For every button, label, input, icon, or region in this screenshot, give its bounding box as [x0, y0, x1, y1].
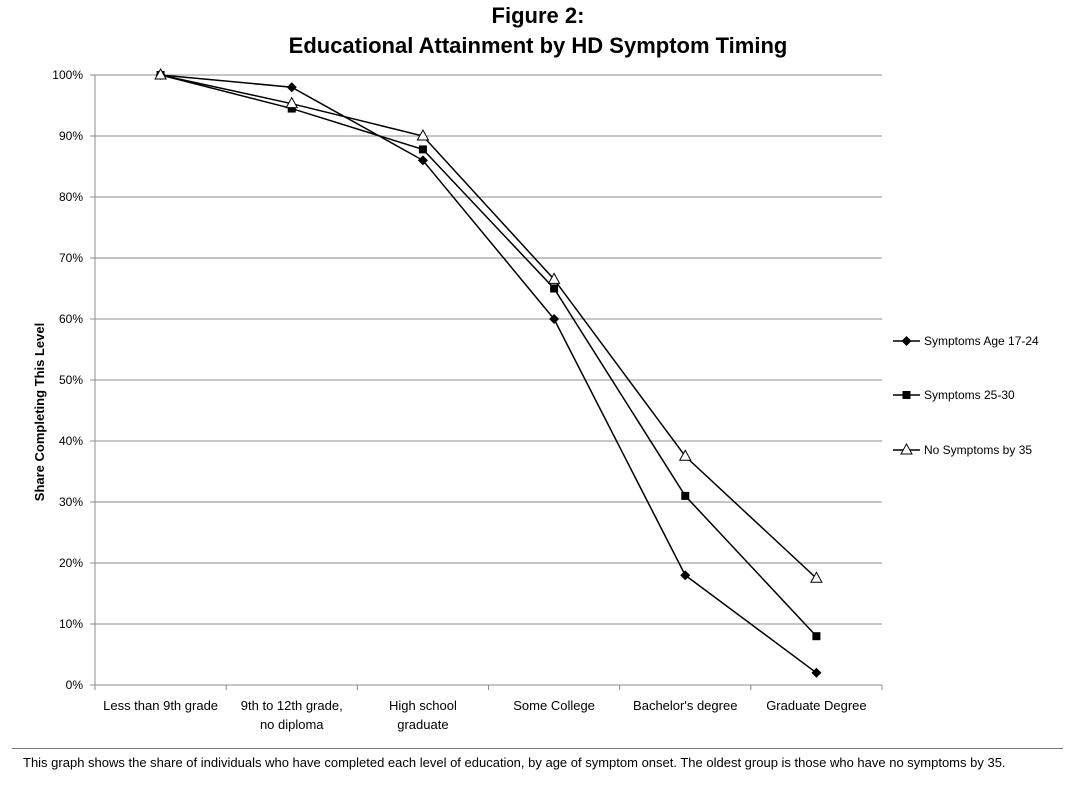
y-tick-label: 30% — [59, 495, 83, 509]
x-category-label: 9th to 12th grade, — [241, 698, 343, 713]
legend-entry: Symptoms Age 17-24 — [893, 334, 1039, 348]
series-line — [160, 74, 817, 637]
y-tick-label: 20% — [59, 556, 83, 570]
data-point-diamond — [811, 667, 822, 678]
gridlines — [94, 74, 882, 686]
x-category-label: High school — [389, 698, 457, 713]
legend-marker — [900, 442, 913, 455]
x-category-label: Some College — [513, 698, 595, 713]
data-point-square — [681, 491, 690, 500]
data-point-square — [418, 145, 427, 154]
legend-entry: No Symptoms by 35 — [893, 442, 1032, 457]
x-category-label: graduate — [397, 717, 448, 732]
data-point-triangle-open — [547, 272, 561, 284]
y-tick-label: 100% — [52, 68, 83, 82]
chart-title-line2: Educational Attainment by HD Symptom Tim… — [289, 33, 788, 58]
footnote-divider — [12, 748, 1063, 749]
data-point-triangle-open — [416, 128, 430, 141]
x-category-label: Bachelor's degree — [633, 698, 737, 713]
x-category-label: Graduate Degree — [766, 698, 866, 713]
y-tick-label: 90% — [59, 129, 83, 143]
x-axis-categories: Less than 9th grade 9th to 12th grade, no … — [94, 685, 883, 732]
y-tick-label: 40% — [59, 434, 83, 448]
data-point-triangle-open — [810, 571, 823, 583]
legend-label: Symptoms Age 17-24 — [924, 334, 1039, 348]
y-tick-label: 80% — [59, 190, 83, 204]
x-category-label: Less than 9th grade — [103, 698, 218, 713]
y-tick-label: 70% — [59, 251, 83, 265]
series-line — [160, 74, 817, 579]
legend: Symptoms Age 17-24 Symptoms 25-30 No Sympt… — [893, 334, 1039, 457]
legend-marker — [902, 391, 911, 399]
chart-title-line1: Figure 2: — [492, 3, 585, 28]
y-tick-label: 0% — [66, 678, 84, 692]
series-3 — [154, 67, 823, 583]
data-point-diamond — [680, 570, 691, 581]
y-tick-label: 10% — [59, 617, 83, 631]
series-2 — [156, 71, 821, 641]
data-point-triangle-open — [285, 96, 299, 109]
y-tick-label: 60% — [59, 312, 83, 326]
legend-label: Symptoms 25-30 — [924, 388, 1015, 402]
y-axis-ticks: 0% 10% 20% 30% 40% 50% 60% 70% 80% 90% 100% — [52, 68, 95, 692]
data-point-triangle-open — [154, 67, 167, 80]
footnote-text: This graph shows the share of individual… — [23, 755, 1006, 770]
series-group — [154, 67, 823, 678]
data-point-square — [550, 284, 559, 293]
legend-marker — [901, 336, 912, 346]
data-point-square — [287, 104, 296, 113]
x-category-label: no diploma — [260, 717, 324, 732]
data-point-diamond — [286, 82, 297, 93]
legend-entry: Symptoms 25-30 — [893, 388, 1015, 402]
line-chart: Figure 2: Educational Attainment by HD S… — [32, 3, 1039, 732]
y-axis-label: Share Completing This Level — [32, 323, 47, 501]
y-tick-label: 50% — [59, 373, 83, 387]
data-point-diamond — [417, 155, 428, 166]
legend-label: No Symptoms by 35 — [924, 443, 1032, 457]
data-point-diamond — [549, 314, 560, 324]
data-point-triangle-open — [678, 449, 692, 461]
series-1 — [155, 70, 822, 678]
data-point-square — [812, 632, 821, 641]
series-line — [160, 74, 817, 674]
